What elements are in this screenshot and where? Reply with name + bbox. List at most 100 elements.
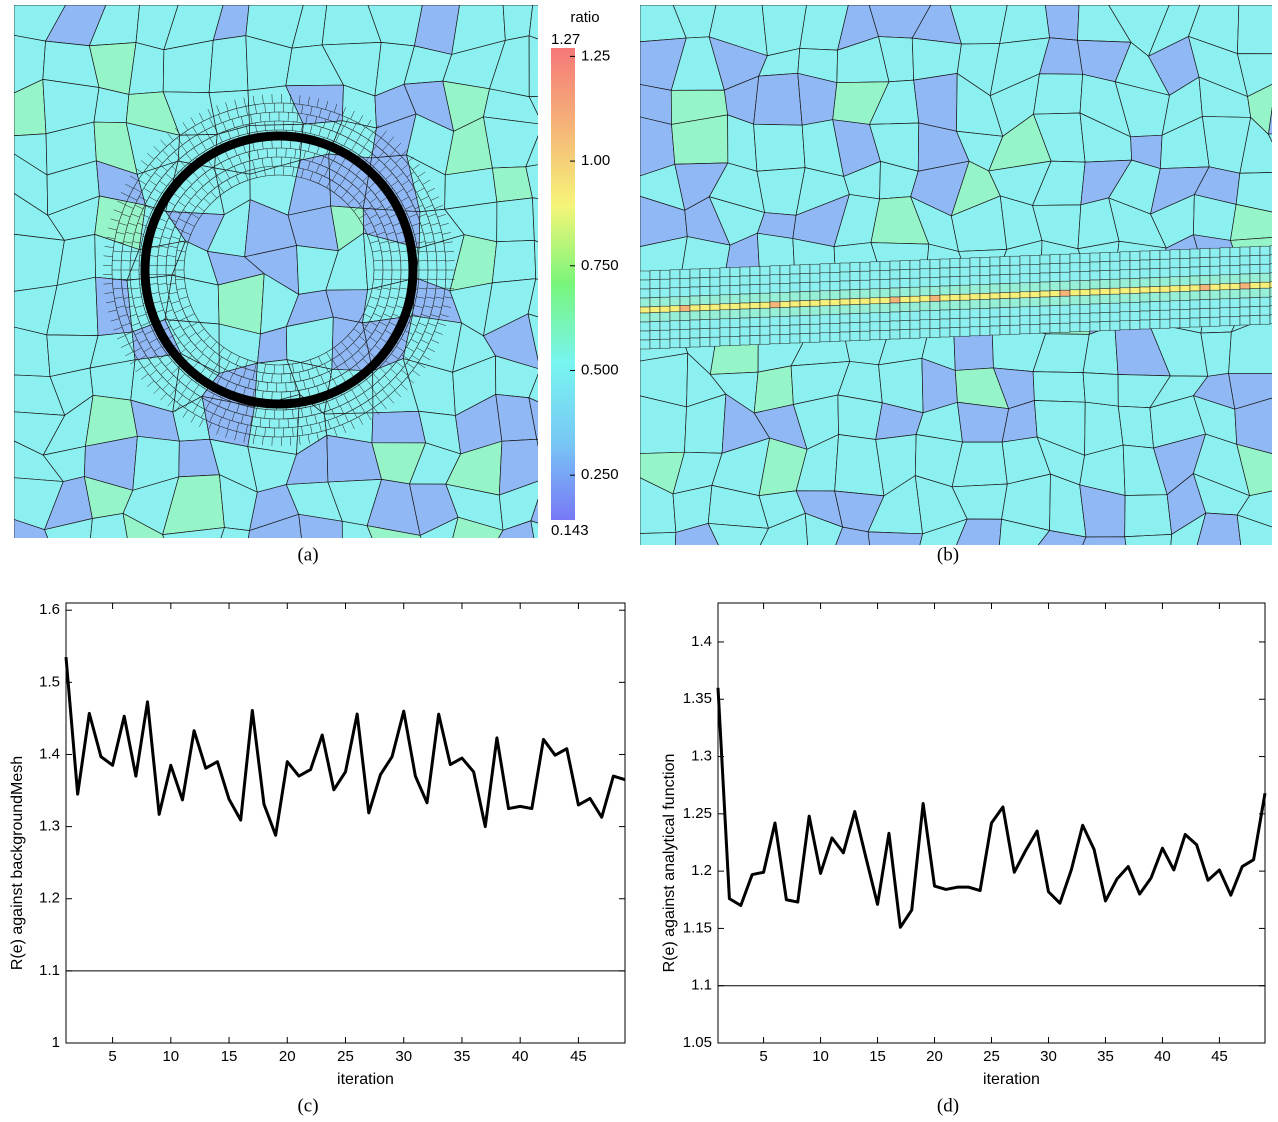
fine-mesh-cell (1169, 276, 1181, 287)
fine-mesh-cell (829, 314, 841, 324)
fine-mesh-cell (849, 331, 861, 341)
fine-mesh-edge (363, 313, 372, 318)
fine-mesh-edge (411, 222, 421, 227)
fine-mesh-cell (1159, 285, 1171, 293)
fine-mesh-edge (166, 283, 176, 285)
mesh-cell (14, 559, 56, 605)
fine-mesh-cell (729, 276, 741, 286)
fine-mesh-edge (155, 156, 163, 164)
fine-mesh-edge (292, 121, 294, 131)
fine-mesh-edge (252, 95, 255, 105)
fine-mesh-edge (374, 345, 383, 352)
fine-mesh-edge (387, 136, 395, 144)
fine-mesh-edge (185, 178, 193, 185)
fine-mesh-edge (442, 232, 452, 235)
fine-mesh-edge (355, 397, 361, 406)
fine-mesh-edge (394, 142, 402, 150)
fine-mesh-edge (379, 296, 389, 300)
fine-mesh-cell (939, 327, 951, 338)
fine-mesh-edge (292, 103, 294, 113)
fine-mesh-edge (227, 420, 231, 429)
fine-mesh-edge (226, 179, 232, 188)
fine-mesh-cell (789, 324, 801, 335)
fine-mesh-edge (113, 326, 123, 331)
fine-mesh-edge (147, 380, 155, 387)
fine-mesh-cell (1259, 281, 1271, 289)
mesh-cell (530, 498, 538, 524)
fine-mesh-cell (1199, 257, 1211, 267)
fine-mesh-cell (1069, 253, 1081, 264)
fine-mesh-edge (220, 162, 226, 171)
mesh-cell (14, 326, 51, 377)
plot-frame (65, 602, 626, 1044)
fine-mesh-edge (155, 226, 164, 231)
fine-mesh-edge (289, 373, 292, 383)
fine-mesh-cell (859, 330, 871, 341)
fine-mesh-edge (152, 236, 162, 240)
fine-mesh-edge (154, 172, 162, 179)
fine-mesh-edge (375, 394, 382, 403)
fine-mesh-cell (919, 295, 931, 303)
fine-mesh-cell (1089, 261, 1101, 272)
mesh-cell (492, 166, 533, 203)
fine-mesh-edge (335, 133, 340, 143)
fine-mesh-cell (1009, 273, 1021, 284)
fine-mesh-edge (292, 167, 295, 177)
fine-mesh-edge (233, 365, 238, 374)
fine-mesh-cell (1069, 271, 1081, 282)
fine-mesh-cell (1109, 287, 1121, 295)
fine-mesh-edge (333, 103, 338, 113)
mesh-cell (205, 555, 261, 605)
fine-mesh-edge (435, 250, 445, 253)
fine-mesh-cell (1099, 252, 1111, 262)
mesh-cell (1037, 530, 1087, 545)
x-tick-label: 40 (512, 1048, 529, 1065)
fine-mesh-cell (769, 301, 781, 309)
y-tick-label: 1.5 (39, 673, 60, 690)
fine-mesh-cell (849, 271, 861, 281)
fine-mesh-cell (1139, 259, 1151, 270)
fine-mesh-cell (989, 307, 1001, 318)
fine-mesh-cell (939, 267, 951, 278)
fine-mesh-edge (309, 171, 314, 181)
fine-mesh-cell (709, 318, 721, 329)
fine-mesh-cell (749, 275, 761, 285)
x-tick-label: 5 (759, 1048, 767, 1065)
fine-mesh-cell (1249, 273, 1261, 283)
fine-mesh-edge (254, 122, 257, 132)
fine-mesh-cell (929, 301, 941, 311)
fine-mesh-edge (439, 314, 449, 317)
fine-mesh-edge (201, 389, 207, 398)
fine-mesh-edge (341, 191, 348, 199)
fine-mesh-cell (1149, 259, 1161, 269)
fine-mesh-cell (839, 271, 851, 282)
fine-mesh-edge (205, 129, 210, 139)
fine-mesh-cell (739, 317, 751, 328)
fine-mesh-edge (355, 364, 362, 372)
fine-mesh-edge (388, 296, 398, 300)
fine-mesh-cell (879, 279, 891, 289)
mesh-cell (872, 567, 914, 605)
fine-mesh-cell (1209, 265, 1221, 276)
fine-mesh-edge (196, 179, 204, 187)
fine-mesh-edge (264, 103, 266, 113)
fine-mesh-edge (147, 153, 155, 160)
fine-mesh-edge (225, 170, 230, 179)
fine-mesh-edge (166, 255, 176, 257)
fine-mesh-cell (739, 335, 751, 346)
fine-mesh-edge (384, 330, 393, 336)
fine-mesh-cell (1129, 260, 1141, 270)
mesh-cell (482, 313, 538, 369)
mesh-cell (445, 556, 496, 605)
fine-mesh-edge (307, 96, 310, 106)
fine-mesh-cell (1189, 308, 1201, 319)
fine-mesh-cell (929, 310, 941, 320)
fine-mesh-edge (318, 108, 322, 118)
mesh-cell (498, 520, 535, 538)
fine-mesh-cell (859, 279, 871, 290)
fine-mesh-edge (130, 175, 138, 181)
fine-mesh-edge (131, 287, 141, 290)
fine-mesh-cell (979, 257, 991, 267)
fine-mesh-edge (205, 401, 210, 411)
fine-mesh-edge (110, 318, 120, 322)
